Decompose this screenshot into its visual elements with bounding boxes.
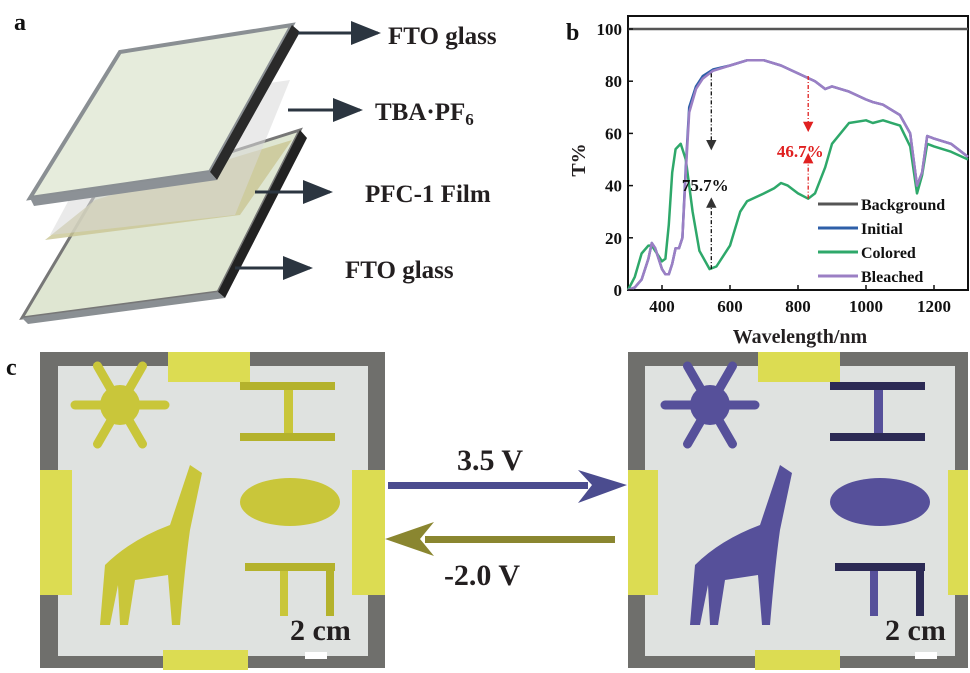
annotation-label: 75.7% — [682, 176, 729, 195]
x-tick-label: 400 — [649, 297, 675, 316]
legend-entry-colored: Colored — [861, 245, 916, 262]
giraffe-shape — [690, 465, 792, 625]
x-tick-label: 800 — [785, 297, 811, 316]
layer-label-pfc-1-film: PFC-1 Film — [365, 181, 491, 208]
panel-a: a FTO glass TBA·PF6 PFC-1 Film FTO glass — [14, 10, 497, 324]
legend-entry-initial: Initial — [861, 221, 903, 238]
forward-arrow-icon — [388, 470, 627, 503]
scale-bar-label-left: 2 cm — [290, 614, 351, 647]
layer-label-top-fto: FTO glass — [388, 23, 497, 50]
scale-bar-label-right: 2 cm — [885, 614, 946, 647]
series-line-colored — [626, 119, 969, 291]
panel-b-transmittance-chart: b 400 600 800 1000 1200 0 20 40 60 80 100 75.7% 46.… — [566, 15, 969, 348]
y-tick-label: 0 — [614, 281, 623, 300]
series-line-bleached — [627, 59, 969, 292]
legend-entry-background: Background — [861, 197, 945, 214]
reverse-arrow-icon — [385, 522, 615, 556]
y-tick-label: 80 — [605, 72, 622, 91]
y-tick-label: 20 — [605, 229, 622, 248]
x-tick-label: 1000 — [849, 297, 883, 316]
bleached-device-photo: 2 cm — [40, 352, 385, 670]
oval-shape — [830, 478, 930, 526]
oval-shape — [240, 478, 340, 526]
panel-label-b: b — [566, 20, 579, 46]
x-axis-label: Wavelength/nm — [733, 326, 868, 348]
layer-label-tba-pf6: TBA·PF6 — [375, 99, 474, 129]
y-tick-label: 40 — [605, 177, 622, 196]
voltage-switching-arrows: 3.5 V -2.0 V — [385, 444, 627, 592]
giraffe-shape — [100, 465, 202, 625]
top-fto-glass-illustration — [26, 22, 300, 206]
legend-entry-bleached: Bleached — [861, 269, 923, 286]
panel-label-c: c — [6, 355, 17, 381]
x-tick-label: 1200 — [917, 297, 951, 316]
layer-labels: FTO glass TBA·PF6 PFC-1 Film FTO glass — [235, 21, 497, 284]
snowflake-center — [690, 385, 730, 425]
reverse-voltage-label: -2.0 V — [444, 559, 520, 592]
series-line-initial — [627, 59, 969, 292]
y-tick-label: 100 — [597, 20, 623, 39]
forward-voltage-label: 3.5 V — [457, 444, 523, 477]
panel-c: c 2 cm 3.5 V -2.0 V 2 cm — [6, 352, 968, 670]
colored-patterns — [660, 361, 930, 625]
layer-label-bottom-fto: FTO glass — [345, 257, 454, 284]
snowflake-center — [100, 385, 140, 425]
scale-bar-right — [915, 652, 937, 659]
scale-bar-left — [305, 652, 327, 659]
bleached-patterns — [70, 361, 340, 625]
colored-device-photo: 2 cm — [628, 352, 968, 670]
annotation-label: 46.7% — [777, 142, 824, 161]
y-axis-label: T% — [568, 143, 590, 176]
y-tick-label: 60 — [605, 124, 622, 143]
x-tick-label: 600 — [717, 297, 743, 316]
panel-label-a: a — [14, 10, 26, 36]
